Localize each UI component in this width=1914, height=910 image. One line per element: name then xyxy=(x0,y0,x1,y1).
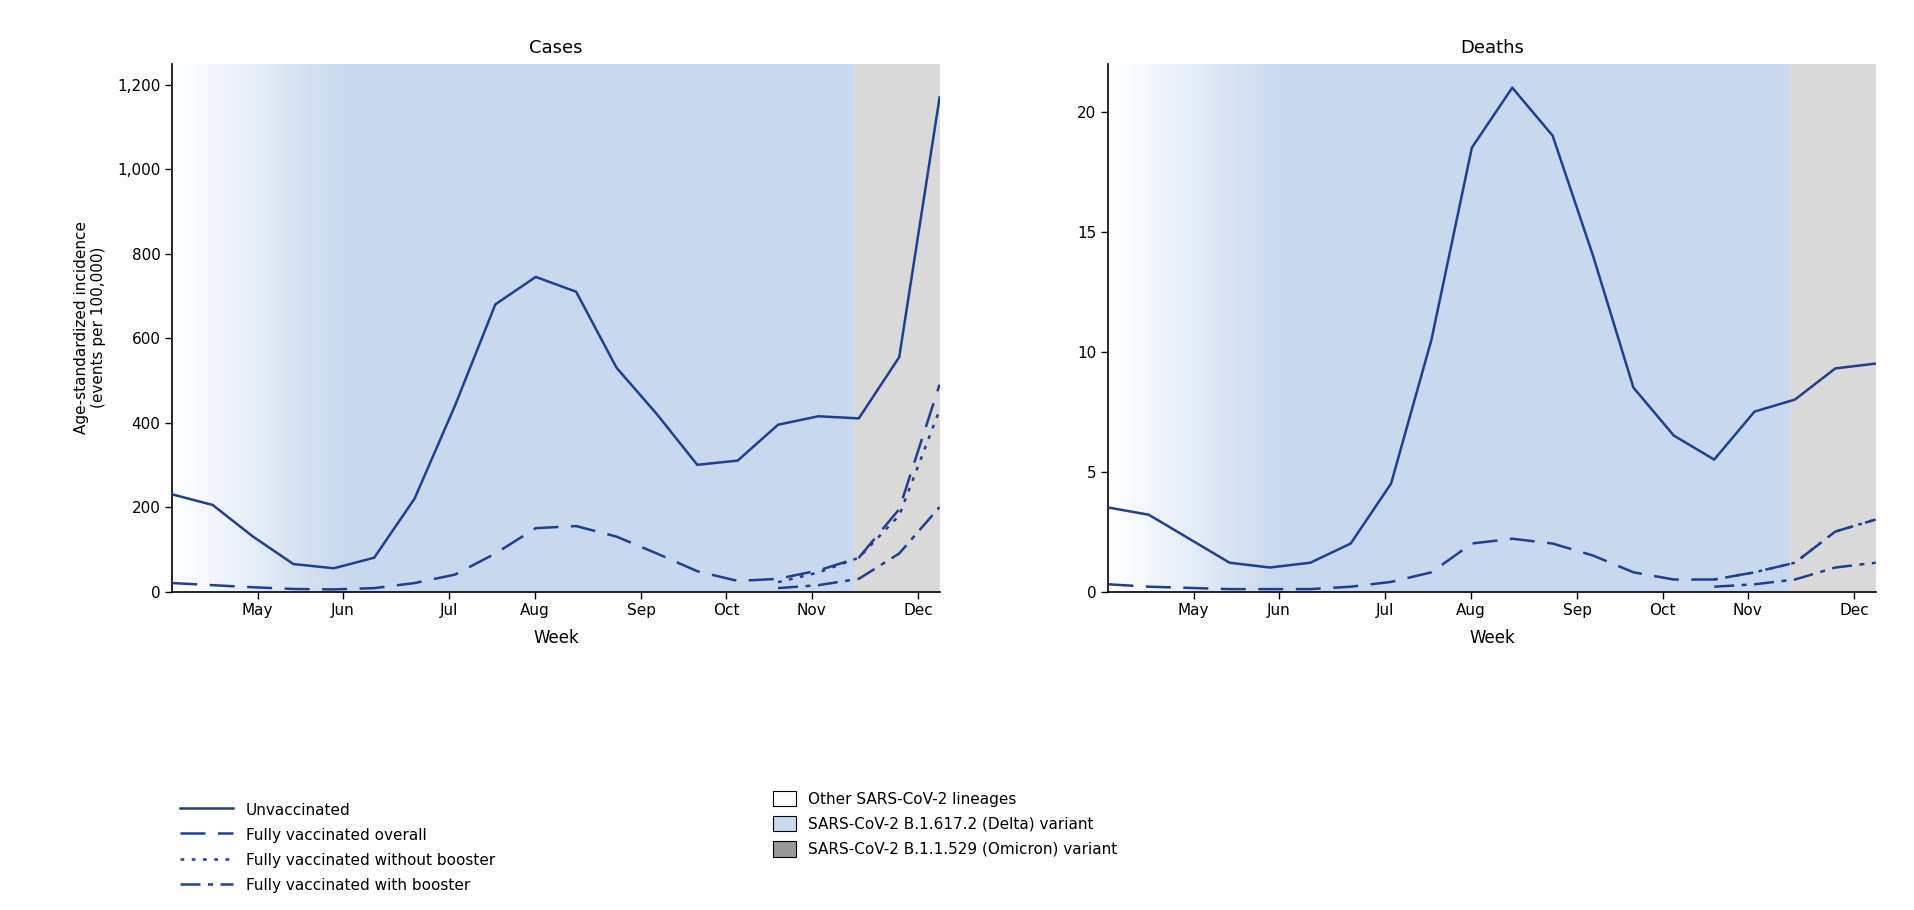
Legend: Unvaccinated, Fully vaccinated overall, Fully vaccinated without booster, Fully : Unvaccinated, Fully vaccinated overall, … xyxy=(180,802,496,894)
X-axis label: Week: Week xyxy=(1470,630,1516,647)
Bar xyxy=(1790,64,1876,592)
Bar xyxy=(343,64,854,592)
Bar xyxy=(1279,64,1790,592)
Title: Deaths: Deaths xyxy=(1460,38,1524,56)
Title: Cases: Cases xyxy=(528,38,582,56)
X-axis label: Week: Week xyxy=(532,630,578,647)
Legend: Other SARS-CoV-2 lineages, SARS-CoV-2 B.1.617.2 (Delta) variant, SARS-CoV-2 B.1.: Other SARS-CoV-2 lineages, SARS-CoV-2 B.… xyxy=(773,791,1118,857)
Bar xyxy=(854,64,940,592)
Y-axis label: Age-standardized incidence
(events per 100,000): Age-standardized incidence (events per 1… xyxy=(73,221,105,434)
